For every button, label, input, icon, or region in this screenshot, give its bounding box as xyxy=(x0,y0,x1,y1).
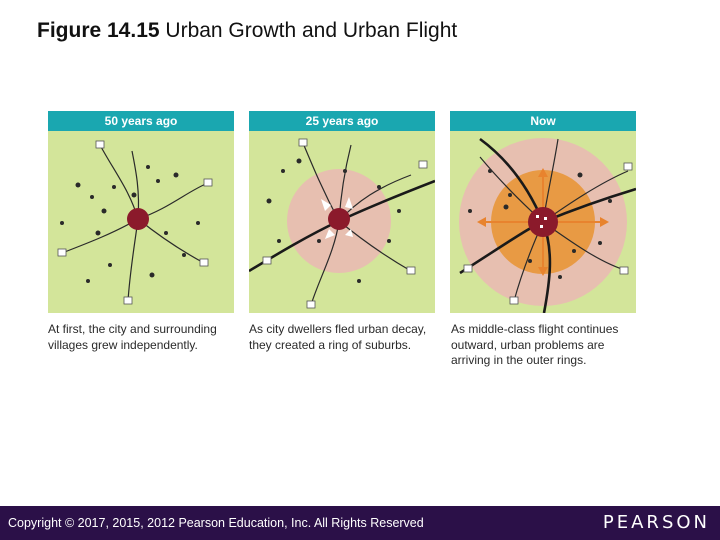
village-dot xyxy=(266,198,272,204)
road xyxy=(61,218,139,254)
city-block xyxy=(536,215,539,218)
road xyxy=(99,144,139,220)
town-marker xyxy=(262,256,272,265)
figure-title-text: Urban Growth and Urban Flight xyxy=(165,19,458,42)
village-dot xyxy=(149,272,155,278)
town-marker xyxy=(619,266,629,275)
city-center xyxy=(127,208,149,230)
panel-25-years-ago: 25 years ago xyxy=(249,111,435,313)
city-block xyxy=(540,225,543,228)
village-dot xyxy=(277,239,281,243)
caption-50-years-ago: At first, the city and surrounding villa… xyxy=(48,322,217,352)
village-dot xyxy=(156,179,160,183)
village-dot xyxy=(90,195,94,199)
panel-header-50-years-ago: 50 years ago xyxy=(48,111,234,131)
panel-header-25-years-ago: 25 years ago xyxy=(249,111,435,131)
pearson-logo: PEARSON xyxy=(602,512,710,533)
village-dot xyxy=(131,192,137,198)
outward-arrow-head xyxy=(538,168,548,177)
outward-arrow xyxy=(345,197,353,209)
village-dot xyxy=(112,185,116,189)
village-dot xyxy=(196,221,200,225)
village-dot xyxy=(503,204,509,210)
village-dot xyxy=(528,259,532,263)
village-dot xyxy=(558,275,562,279)
town-marker xyxy=(463,264,473,273)
road xyxy=(137,182,209,220)
map-25-years-ago xyxy=(249,138,435,309)
village-dot xyxy=(108,263,112,267)
outward-arrow-head xyxy=(477,217,486,227)
panel-now: Now xyxy=(450,111,636,313)
road xyxy=(127,218,139,302)
village-dot xyxy=(101,208,107,214)
town-marker xyxy=(57,248,67,257)
village-dot xyxy=(387,239,391,243)
village-dot xyxy=(598,241,602,245)
city-center xyxy=(328,208,350,230)
map-50-years-ago xyxy=(57,140,213,305)
village-dot xyxy=(377,185,381,189)
village-dot xyxy=(572,249,576,253)
village-dot xyxy=(75,182,81,188)
village-dot xyxy=(608,199,612,203)
village-dot xyxy=(296,158,302,164)
figure-title: Figure 14.15 Urban Growth and Urban Flig… xyxy=(37,19,457,43)
city-center xyxy=(528,207,558,237)
town-marker xyxy=(123,296,133,305)
town-marker xyxy=(418,160,428,169)
village-dot xyxy=(60,221,64,225)
village-dot xyxy=(182,253,186,257)
village-dot xyxy=(488,169,492,173)
outward-arrow xyxy=(325,229,335,239)
town-marker xyxy=(509,296,519,305)
copyright-text: Copyright © 2017, 2015, 2012 Pearson Edu… xyxy=(8,516,424,530)
village-dot xyxy=(86,279,90,283)
road xyxy=(310,220,340,306)
village-dot xyxy=(508,193,512,197)
caption-now: As middle-class flight continues outward… xyxy=(451,322,619,367)
village-dot xyxy=(577,172,583,178)
village-dot xyxy=(173,172,179,178)
village-dot xyxy=(146,165,150,169)
town-marker xyxy=(306,300,316,309)
town-marker xyxy=(623,162,633,171)
village-dot xyxy=(95,230,101,236)
outward-arrow xyxy=(345,229,353,237)
town-marker xyxy=(95,140,105,149)
village-dot xyxy=(317,239,321,243)
footer-bar: Copyright © 2017, 2015, 2012 Pearson Edu… xyxy=(0,506,720,540)
village-dot xyxy=(357,279,361,283)
village-dot xyxy=(468,209,472,213)
town-marker xyxy=(298,138,308,147)
caption-25-years-ago: As city dwellers fled urban decay, they … xyxy=(249,322,427,352)
town-marker xyxy=(406,266,416,275)
town-marker xyxy=(199,258,209,267)
map-now xyxy=(459,137,636,313)
panel-50-years-ago: 50 years ago xyxy=(48,111,234,313)
figure-label: Figure 14.15 xyxy=(37,19,160,42)
outward-arrow xyxy=(321,199,331,211)
road xyxy=(137,218,205,264)
village-dot xyxy=(281,169,285,173)
panel-header-now: Now xyxy=(450,111,636,131)
village-dot xyxy=(164,231,168,235)
city-block xyxy=(544,217,547,220)
town-marker xyxy=(203,178,213,187)
outward-arrow-head xyxy=(600,217,609,227)
village-dot xyxy=(397,209,401,213)
village-dot xyxy=(343,169,347,173)
outward-arrow-head xyxy=(538,267,548,276)
